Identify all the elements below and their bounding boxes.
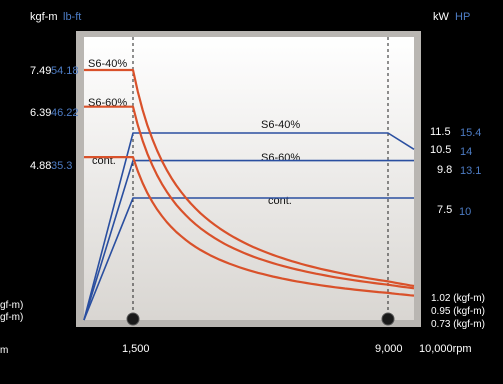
power-curve-0 — [83, 132, 415, 321]
power-s6-40-series-label: S6-40% — [261, 119, 300, 131]
left-cut-label-1: gf-m) — [0, 300, 23, 311]
power-s6-40-hp-label: 15.4 — [460, 127, 481, 139]
power-s6-40-end-kw-label: 10.5 — [430, 144, 451, 156]
rpm-marker-1500 — [126, 312, 140, 326]
marker-layer — [126, 312, 395, 326]
torque-s6-60-end-label: 0.95 (kgf-m) — [431, 306, 485, 317]
torque-alt-unit-label: lb-ft — [63, 11, 81, 23]
power-s6-60-hp-label: 13.1 — [460, 165, 481, 177]
x-tick-9000: 9,000 — [375, 343, 403, 355]
torque-s6-60-kgfm-label: 6.39 — [30, 107, 51, 119]
rpm-marker-9000 — [381, 312, 395, 326]
power-s6-60-kw-label: 9.8 — [437, 164, 452, 176]
torque-s6-40-end-label: 1.02 (kgf-m) — [431, 293, 485, 304]
power-s6-60-series-label: S6-60% — [261, 152, 300, 164]
torque-curve-1 — [84, 105, 415, 290]
power-alt-unit-label: HP — [455, 11, 470, 23]
torque-cont-end-label: 0.73 (kgf-m) — [431, 319, 485, 330]
plot-area — [84, 37, 414, 320]
power-s6-40-kw-label: 11.5 — [430, 126, 451, 138]
power-curve-1 — [83, 159, 414, 321]
power-cont-hp-label: 10 — [459, 206, 471, 218]
torque-s6-40-kgfm-label: 7.49 — [30, 65, 51, 77]
left-cut-label-3: m — [0, 345, 8, 356]
power-s6-40-end-hp-label: 14 — [460, 146, 472, 158]
torque-cont-lbft-label: 35.3 — [51, 160, 72, 172]
power-cont-series-label: cont. — [268, 195, 292, 207]
torque-s6-40-lbft-label: 54.18 — [51, 65, 79, 77]
torque-s6-60-lbft-label: 46.22 — [51, 107, 79, 119]
x-tick-1500: 1,500 — [122, 343, 150, 355]
torque-curve-0 — [84, 68, 415, 288]
x-tick-10000: 10,000rpm — [419, 343, 472, 355]
torque-cont-kgfm-label: 4.88 — [30, 160, 51, 172]
power-unit-label: kW — [433, 11, 450, 23]
torque-curve-2 — [84, 156, 415, 297]
power-curve-2 — [83, 197, 414, 321]
series-layer — [83, 68, 415, 321]
power-cont-kw-label: 7.5 — [437, 204, 452, 216]
torque-s6-40-series-label: S6-40% — [88, 58, 127, 70]
torque-unit-label: kgf-m — [30, 11, 58, 23]
left-cut-label-2: gf-m) — [0, 312, 23, 323]
